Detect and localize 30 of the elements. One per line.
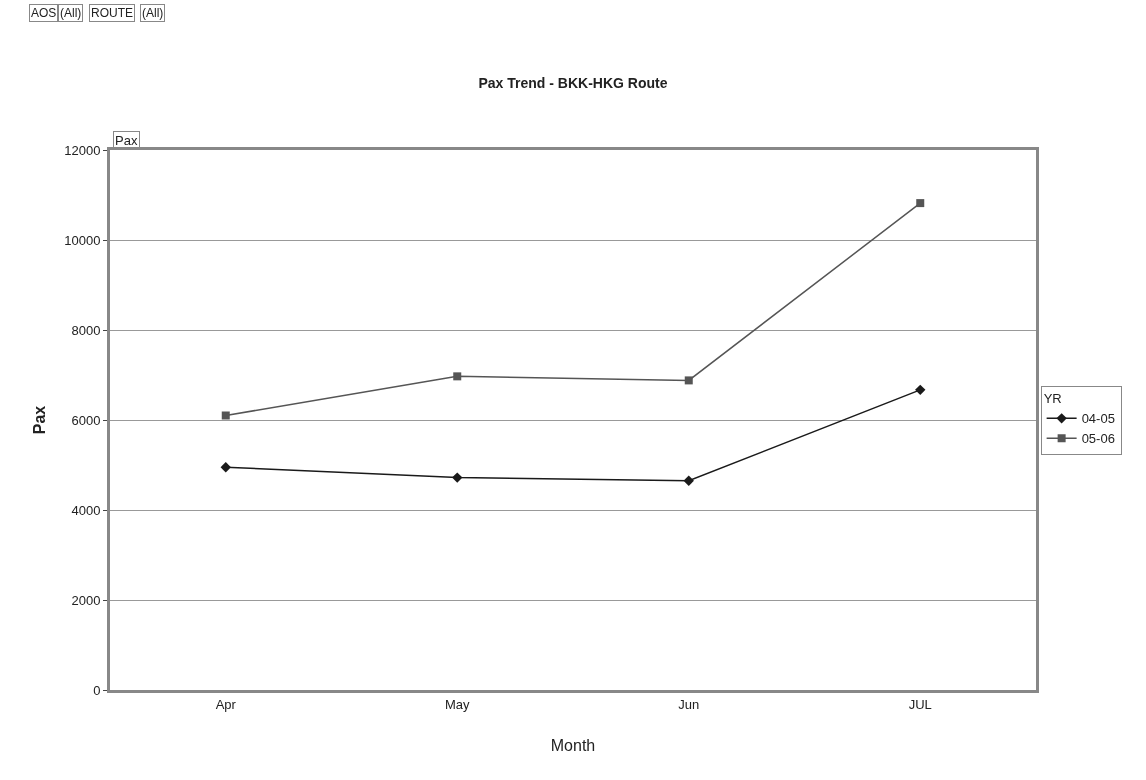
x-tick-label: JUL bbox=[908, 696, 932, 712]
point bbox=[684, 376, 693, 385]
point bbox=[453, 372, 462, 381]
y-tick-label: 2000 bbox=[71, 592, 101, 608]
point bbox=[915, 384, 926, 396]
y-axis-title: Pax bbox=[31, 405, 49, 435]
point bbox=[683, 475, 694, 486]
y-tick-label: 6000 bbox=[71, 412, 101, 428]
legend-label: 04-05 bbox=[1081, 411, 1115, 427]
y-tick-label: 12000 bbox=[64, 142, 101, 158]
chart-title: Pax Trend - BKK-HKG Route bbox=[478, 74, 668, 91]
text: AOS bbox=[31, 6, 57, 20]
point bbox=[452, 472, 463, 483]
legend-label: 05-06 bbox=[1081, 431, 1115, 447]
point bbox=[221, 411, 230, 420]
text: Pax bbox=[115, 133, 138, 148]
y-tick-label: 10000 bbox=[64, 232, 101, 248]
text: ROUTE bbox=[91, 6, 133, 20]
x-tick-label: Apr bbox=[215, 696, 237, 712]
y-tick-label: 0 bbox=[93, 682, 101, 698]
x-axis-title: Month bbox=[550, 737, 596, 755]
point bbox=[220, 462, 231, 473]
legend-title: YR bbox=[1043, 391, 1062, 407]
y-tick-label: 4000 bbox=[71, 502, 101, 518]
x-tick-label: May bbox=[444, 696, 471, 712]
text: (All) bbox=[60, 6, 82, 20]
y-tick-label: 8000 bbox=[71, 322, 101, 338]
text: (All) bbox=[142, 6, 164, 20]
x-tick-label: Jun bbox=[678, 696, 700, 712]
point bbox=[916, 199, 925, 208]
